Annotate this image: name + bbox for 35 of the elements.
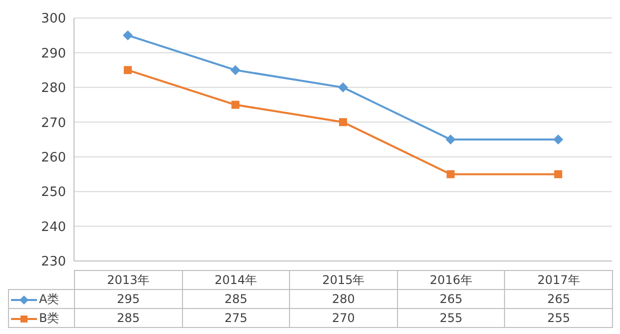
data-label: 265 — [397, 290, 505, 308]
x-tick-label: 2015年 — [290, 270, 398, 290]
data-label: 265 — [504, 290, 612, 308]
data-label: 270 — [290, 308, 398, 328]
point — [554, 170, 562, 178]
point — [446, 170, 455, 178]
point — [124, 66, 132, 74]
point — [122, 30, 133, 40]
point — [231, 100, 240, 109]
point — [338, 82, 348, 92]
y-tick-label: 280 — [41, 81, 66, 96]
legend-label: B类 — [39, 311, 60, 325]
x-tick-label: 2016年 — [397, 270, 505, 290]
y-tick-label: 300 — [41, 12, 66, 27]
x-tick-label: 2013年 — [74, 270, 182, 290]
data-label: 285 — [74, 308, 182, 328]
data-label: 275 — [182, 308, 290, 328]
data-label: 285 — [182, 290, 290, 308]
y-tick-label: 290 — [41, 46, 66, 62]
data-label: 255 — [397, 308, 505, 328]
point — [446, 134, 456, 144]
y-tick-label: 250 — [41, 185, 66, 200]
data-label: 255 — [504, 308, 612, 328]
x-tick-label: 2014年 — [182, 270, 290, 290]
y-tick-label: 240 — [41, 220, 66, 235]
y-tick-label: 260 — [41, 150, 66, 166]
legend-label: A类 — [39, 292, 60, 306]
y-tick-label: 230 — [41, 254, 66, 270]
y-tick-label: 270 — [41, 116, 66, 131]
point — [553, 134, 564, 144]
x-tick-label: 2017年 — [504, 270, 612, 290]
point — [230, 65, 240, 76]
point — [339, 118, 347, 126]
data-label: 295 — [74, 290, 182, 308]
data-label: 280 — [290, 290, 398, 308]
